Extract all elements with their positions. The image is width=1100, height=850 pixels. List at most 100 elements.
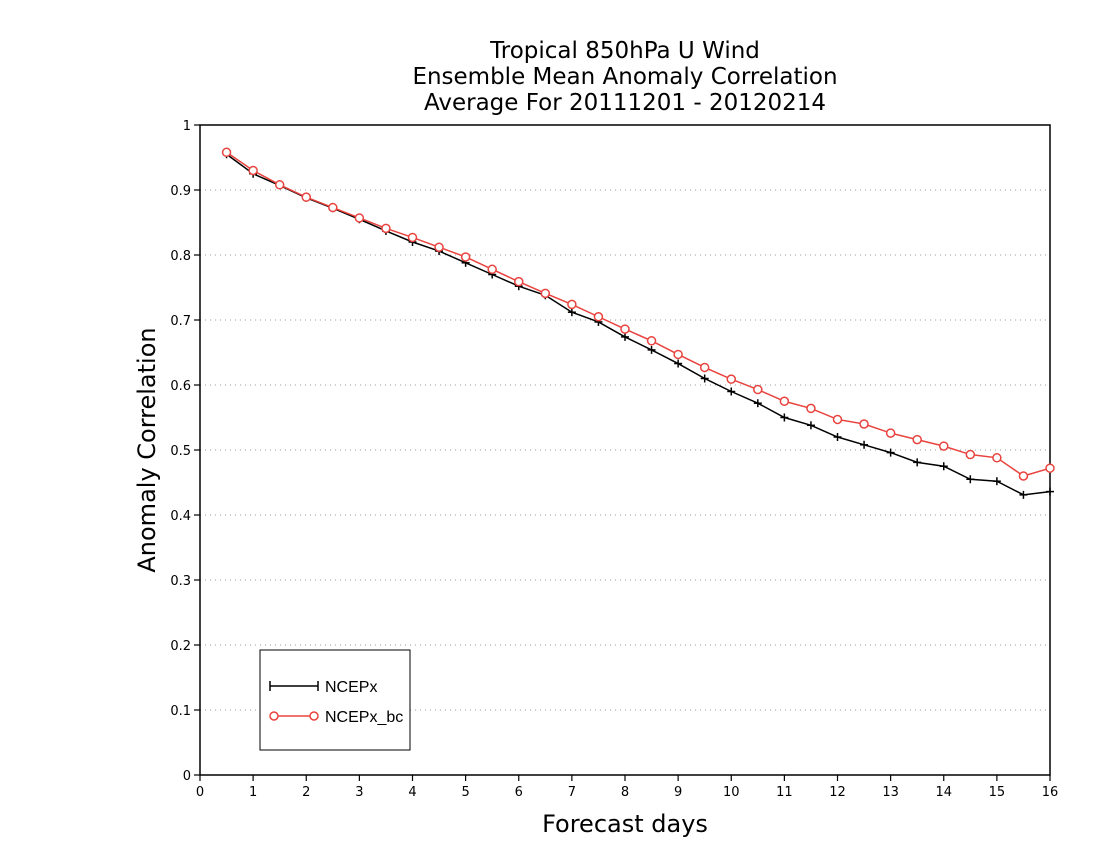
data-point-ncepx-bc xyxy=(779,396,790,406)
y-tick-label: 0.3 xyxy=(170,574,191,589)
data-point-ncepx-bc xyxy=(381,223,391,234)
data-point-ncepx xyxy=(674,359,683,368)
x-tick-label: 0 xyxy=(196,785,204,800)
x-tick-label: 12 xyxy=(829,785,846,800)
data-point-ncepx-bc xyxy=(753,384,763,395)
x-tick-label: 4 xyxy=(408,785,416,800)
data-point-ncepx-bc xyxy=(540,288,551,299)
y-axis-ticks: 0 0.1 0.2 0.3 0.4 0.5 0.6 0.7 0.8 0.9 1 xyxy=(170,119,200,784)
data-point-ncepx-bc xyxy=(514,276,524,287)
data-point-ncepx-bc xyxy=(1045,463,1055,473)
data-point-ncepx-bc xyxy=(620,324,630,334)
data-point-ncepx-bc xyxy=(248,165,258,176)
legend-label-ncepx: NCEPx xyxy=(325,679,377,696)
legend-marker-ncepx-bc-right xyxy=(309,711,319,721)
series-line-ncepx-bc xyxy=(226,151,1051,477)
legend-marker-ncepx xyxy=(269,681,319,691)
data-point-ncepx-bc xyxy=(726,374,736,384)
series-line-ncepx xyxy=(226,153,1051,496)
data-point-ncepx xyxy=(1019,490,1028,499)
chart-title-line-3: Average For 20111201 - 20120214 xyxy=(424,90,826,116)
chart-title-line-1: Tropical 850hPa U Wind xyxy=(489,38,760,64)
x-tick-label: 5 xyxy=(461,785,469,800)
data-point-ncepx-bc xyxy=(1018,471,1029,481)
data-point-ncepx xyxy=(780,413,789,422)
x-axis-title: Forecast days xyxy=(542,810,708,838)
data-point-ncepx-bc xyxy=(832,414,843,425)
gridlines xyxy=(200,189,1050,711)
x-tick-label: 6 xyxy=(515,785,523,800)
data-point-ncepx-bc xyxy=(460,252,471,262)
data-point-ncepx xyxy=(833,433,842,441)
data-point-ncepx xyxy=(992,477,1001,486)
y-tick-label: 0.4 xyxy=(170,509,191,524)
series-group xyxy=(221,147,1055,499)
y-tick-label: 0.5 xyxy=(170,444,191,459)
y-tick-label: 1 xyxy=(183,119,191,134)
x-tick-label: 13 xyxy=(882,785,899,800)
legend-label-ncepx-bc: NCEPx_bc xyxy=(325,709,403,726)
legend-item-ncepx-bc: NCEPx_bc xyxy=(269,709,403,726)
series-ncepx xyxy=(222,150,1054,499)
data-point-ncepx-bc xyxy=(885,428,896,438)
x-axis-ticks: 0 1 2 3 4 5 6 7 8 9 10 11 12 13 14 15 16 xyxy=(196,775,1058,800)
data-point-ncepx-bc xyxy=(593,312,604,322)
data-point-ncepx-bc xyxy=(407,232,418,243)
data-point-ncepx xyxy=(806,421,815,430)
data-point-ncepx-bc xyxy=(487,264,497,275)
y-tick-label: 0 xyxy=(183,769,191,784)
data-point-ncepx xyxy=(567,308,576,317)
data-point-ncepx-bc xyxy=(221,147,232,158)
data-point-ncepx xyxy=(913,458,922,467)
data-point-ncepx xyxy=(727,387,736,396)
series-ncepx-bc xyxy=(221,147,1055,481)
data-point-ncepx xyxy=(966,475,975,484)
data-point-ncepx-bc xyxy=(939,441,949,451)
x-tick-label: 14 xyxy=(935,785,952,800)
data-point-ncepx-bc xyxy=(992,453,1002,463)
legend-item-ncepx: NCEPx xyxy=(269,679,377,696)
data-point-ncepx-bc xyxy=(354,213,365,223)
data-point-ncepx-bc xyxy=(806,403,816,414)
chart-title-line-2: Ensemble Mean Anomaly Correlation xyxy=(412,64,837,90)
data-point-ncepx-bc xyxy=(965,449,976,460)
y-tick-label: 0.7 xyxy=(170,314,191,329)
x-tick-label: 15 xyxy=(989,785,1006,800)
data-point-ncepx-bc xyxy=(912,434,922,445)
data-point-ncepx-bc xyxy=(567,299,577,310)
data-point-ncepx xyxy=(886,448,895,457)
x-tick-label: 3 xyxy=(355,785,363,800)
x-tick-label: 16 xyxy=(1042,785,1059,800)
data-point-ncepx-bc xyxy=(673,349,683,360)
data-point-ncepx xyxy=(860,440,869,449)
x-tick-label: 9 xyxy=(674,785,682,800)
data-point-ncepx xyxy=(621,332,629,341)
x-tick-label: 1 xyxy=(249,785,257,800)
x-tick-label: 11 xyxy=(776,785,793,800)
y-axis-title: Anomaly Correlation xyxy=(133,327,161,572)
legend: NCEPx NCEPx_bc xyxy=(259,649,411,751)
y-tick-label: 0.9 xyxy=(170,184,191,199)
data-point-ncepx-bc xyxy=(859,419,869,429)
data-point-ncepx xyxy=(939,462,948,471)
data-point-ncepx-bc xyxy=(699,362,710,373)
legend-box xyxy=(259,649,411,751)
data-point-ncepx xyxy=(753,399,762,408)
data-point-ncepx-bc xyxy=(301,192,311,202)
data-point-ncepx-bc xyxy=(274,180,285,190)
x-tick-label: 7 xyxy=(568,785,576,800)
y-tick-label: 0.1 xyxy=(170,704,191,719)
data-point-ncepx xyxy=(700,374,709,383)
x-tick-label: 8 xyxy=(621,785,629,800)
x-tick-label: 2 xyxy=(302,785,310,800)
data-point-ncepx-bc xyxy=(434,242,444,252)
data-point-ncepx-bc xyxy=(328,202,338,213)
y-tick-label: 0.2 xyxy=(170,639,191,654)
x-tick-label: 10 xyxy=(723,785,740,800)
data-point-ncepx xyxy=(1046,487,1054,496)
y-tick-label: 0.8 xyxy=(170,249,191,264)
y-tick-label: 0.6 xyxy=(170,379,191,394)
data-point-ncepx xyxy=(647,345,656,354)
legend-marker-ncepx-bc-left xyxy=(269,711,279,721)
